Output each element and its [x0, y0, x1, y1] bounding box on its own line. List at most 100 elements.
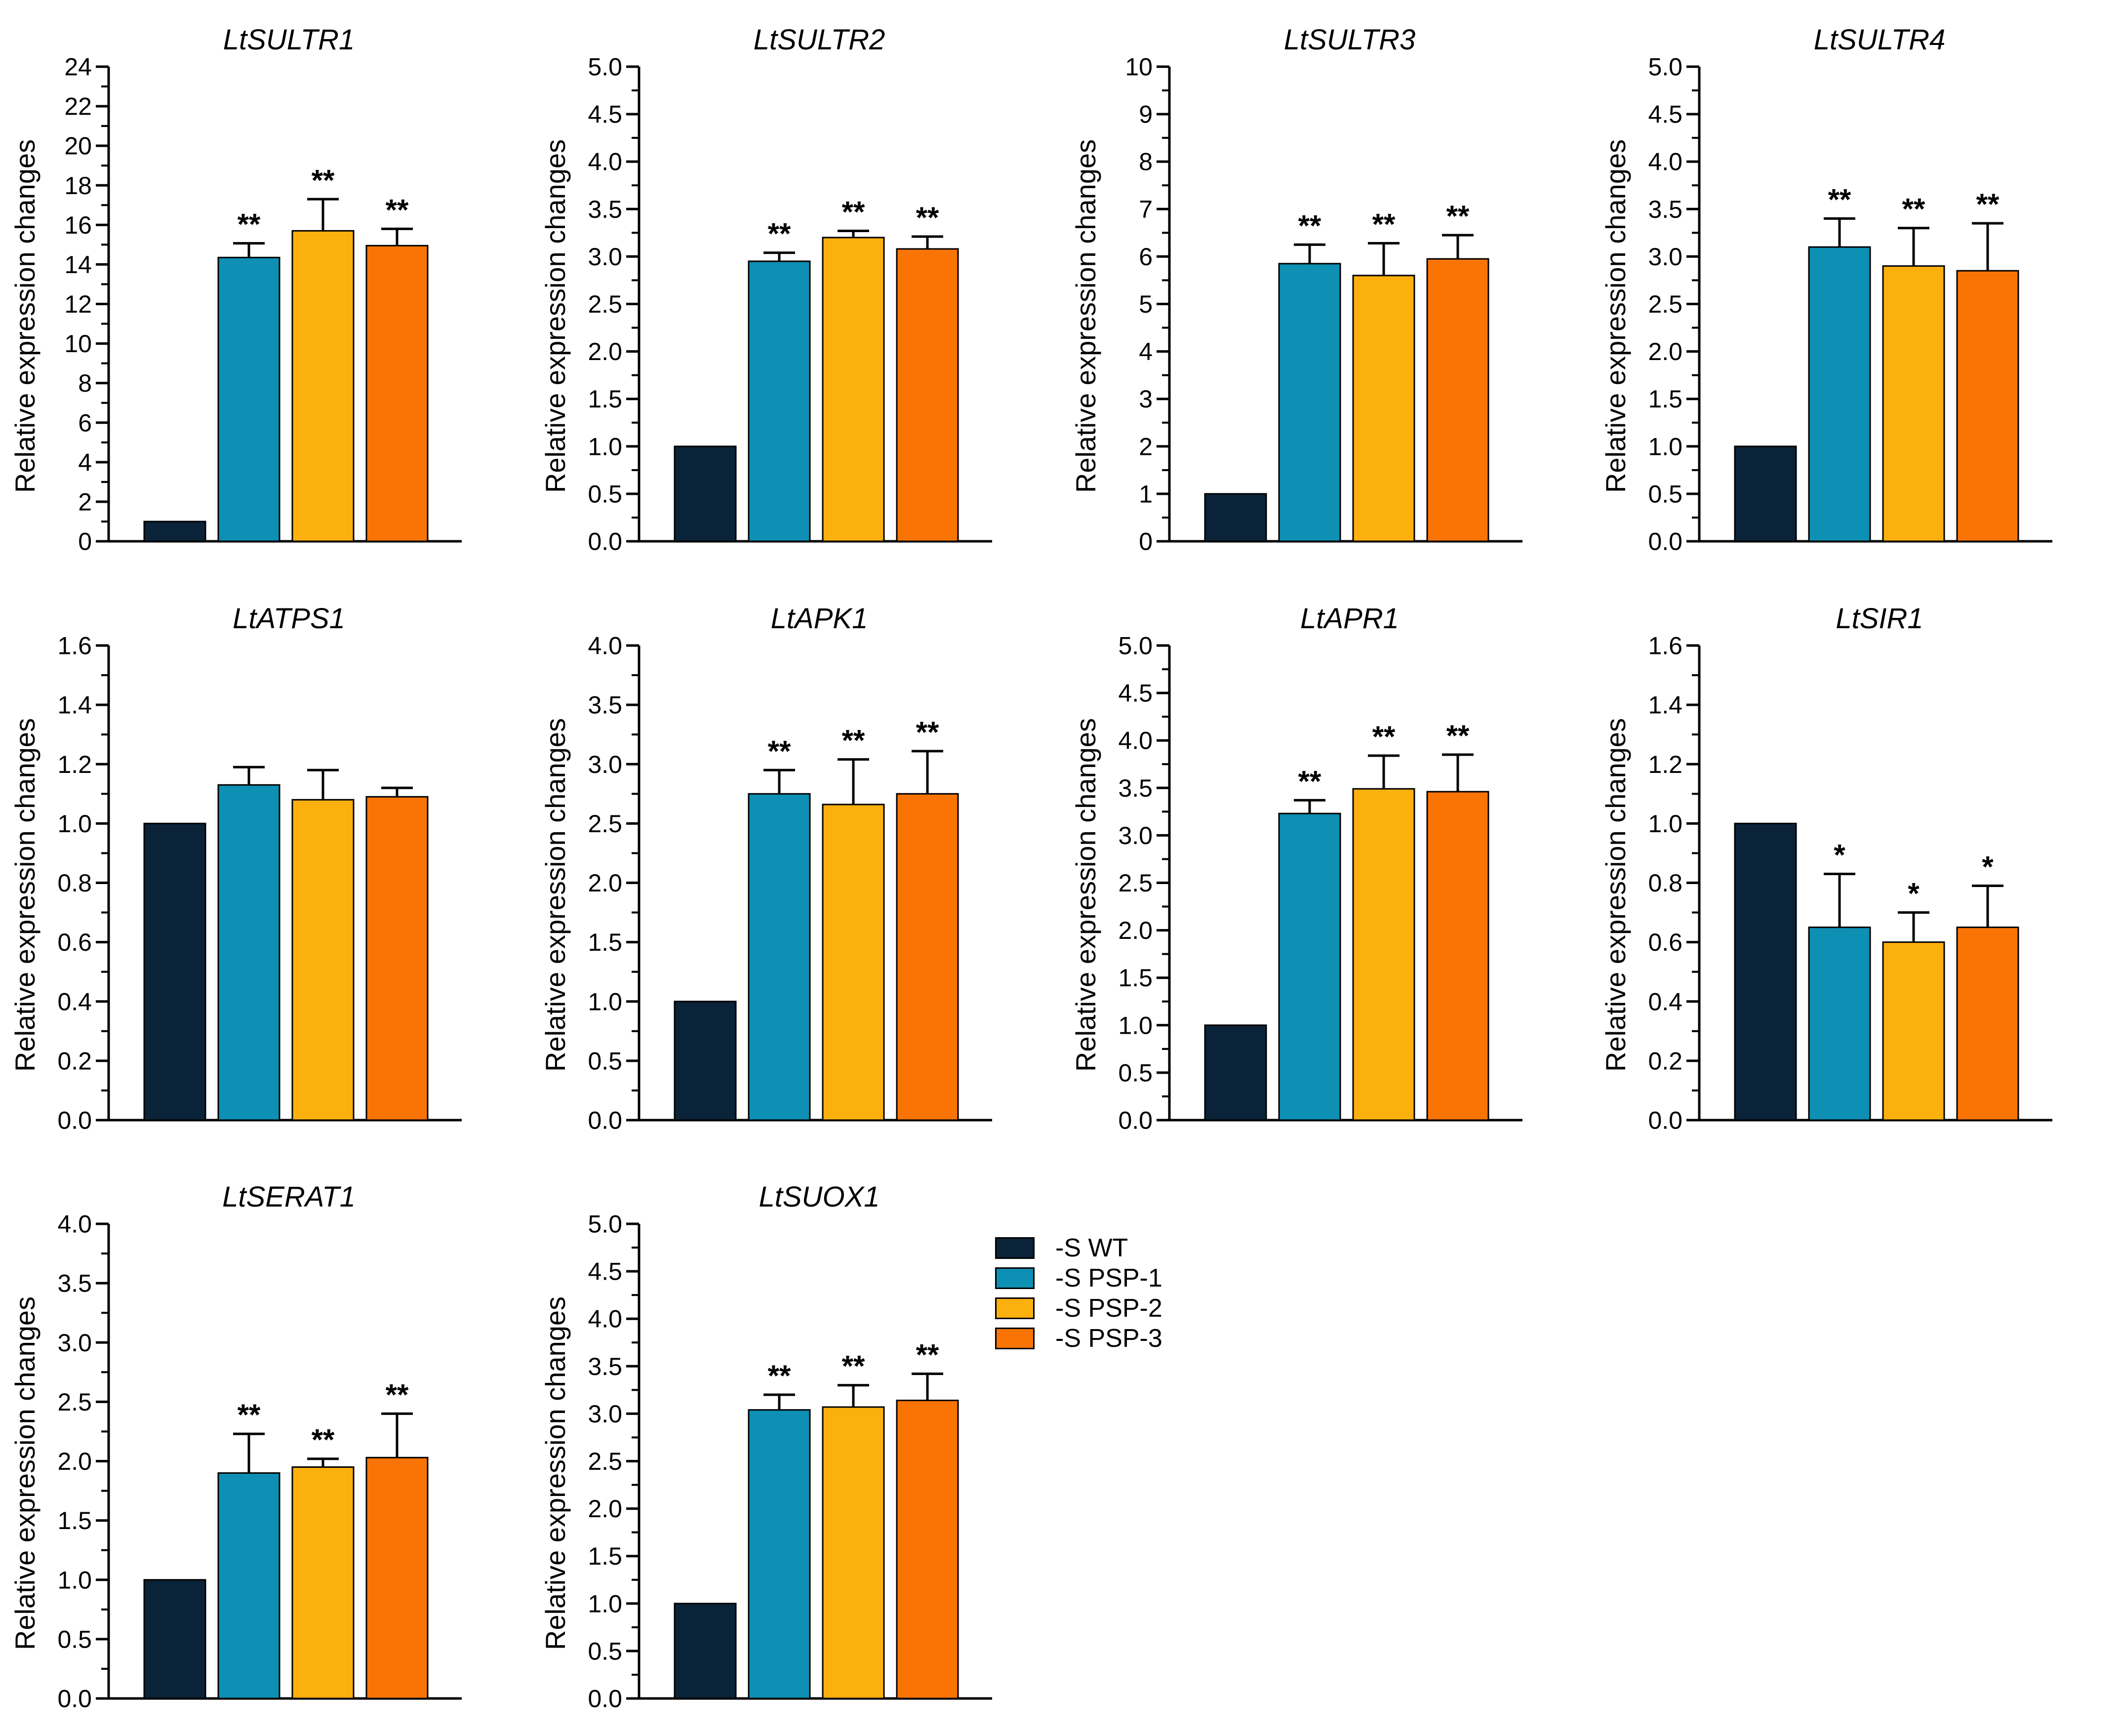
bar-psp-2 [822, 1406, 885, 1699]
chart-LtSUOX1: LtSUOX1 Relative expression changes 0.0 0.5… [540, 1181, 992, 1713]
y-axis-label: Relative expression changes [1600, 139, 1631, 493]
legend-item-psp2: -S PSP-2 [995, 1295, 1162, 1321]
significance-psp-1: ** [1298, 209, 1321, 242]
chart-title: LtAPK1 [770, 603, 868, 635]
y-tick-label: 4.0 [588, 148, 622, 176]
legend-label-psp1: -S PSP-1 [1055, 1264, 1162, 1292]
bar-psp-2 [1882, 941, 1945, 1121]
y-tick-label: 14 [64, 251, 92, 279]
y-tick-label: 3.0 [588, 243, 622, 271]
y-tick-label: 20 [64, 132, 92, 160]
significance-psp-2: ** [312, 163, 335, 197]
significance-psp-1: * [1834, 838, 1846, 871]
y-tick-label: 1.4 [1648, 691, 1683, 719]
bar-psp-2 [822, 804, 885, 1121]
y-tick-label: 1.0 [588, 988, 622, 1015]
y-tick-label: 0.0 [588, 1106, 622, 1134]
legend: -S WT -S PSP-1 -S PSP-2 -S PSP-3 [995, 1234, 1162, 1351]
significance-psp-2: ** [1902, 193, 1925, 226]
chart-title: LtSULTR1 [223, 24, 355, 56]
y-tick-label: 0.5 [588, 480, 622, 508]
chart-title: LtAPR1 [1300, 603, 1399, 635]
y-axis-label: Relative expression changes [9, 718, 40, 1072]
y-tick-label: 7 [1139, 196, 1153, 223]
y-tick-label: 2.0 [1648, 338, 1683, 365]
bar-psp-1 [748, 1409, 811, 1699]
y-tick-label: 2.5 [1118, 869, 1153, 897]
bar-psp-3 [365, 1457, 429, 1699]
bar-wt [1734, 445, 1797, 542]
y-tick-label: 3 [1139, 385, 1153, 413]
legend-item-psp1: -S PSP-1 [995, 1264, 1162, 1292]
y-tick-label: 0.8 [57, 869, 92, 897]
y-tick-label: 2.0 [588, 1495, 622, 1523]
bar-psp-3 [896, 1400, 959, 1699]
bar-psp-3 [365, 244, 429, 542]
significance-psp-3: ** [386, 193, 409, 226]
significance-psp-2: ** [1372, 207, 1395, 241]
significance-psp-3: ** [1976, 188, 2000, 221]
y-axis-label: Relative expression changes [1070, 718, 1101, 1072]
y-tick-label: 9 [1139, 101, 1153, 128]
significance-psp-2: ** [841, 724, 865, 757]
y-tick-label: 2.5 [588, 290, 622, 318]
y-tick-label: 3.5 [1118, 774, 1153, 802]
y-tick-label: 0 [78, 528, 92, 556]
legend-swatch-psp2 [995, 1297, 1035, 1319]
y-tick-label: 4.5 [588, 1258, 622, 1286]
y-tick-label: 3.5 [588, 1353, 622, 1380]
significance-psp-3: ** [386, 1378, 409, 1412]
y-tick-label: 1.5 [588, 1543, 622, 1571]
y-tick-label: 2.0 [1118, 917, 1153, 944]
y-tick-label: 1 [1139, 480, 1153, 508]
chart-title: LtSULTR4 [1814, 24, 1945, 56]
bar-psp-1 [748, 260, 811, 542]
y-tick-label: 18 [64, 172, 92, 200]
y-tick-label: 2.5 [588, 1448, 622, 1475]
significance-psp-1: ** [1828, 183, 1851, 216]
y-tick-label: 0.0 [1648, 1106, 1683, 1134]
y-axis-label: Relative expression changes [540, 1296, 571, 1650]
y-tick-label: 3.5 [588, 691, 622, 719]
significance-psp-1: ** [238, 208, 261, 241]
y-tick-label: 3.0 [57, 1329, 92, 1357]
bar-psp-1 [1278, 812, 1341, 1121]
legend-label-wt: -S WT [1055, 1234, 1128, 1262]
y-tick-label: 0.5 [588, 1638, 622, 1665]
y-tick-label: 0.0 [588, 528, 622, 556]
y-tick-label: 5.0 [1118, 632, 1153, 659]
significance-psp-1: ** [767, 217, 791, 250]
y-tick-label: 1.6 [1648, 632, 1683, 659]
y-tick-label: 3.5 [1648, 196, 1683, 223]
y-tick-label: 8 [78, 369, 92, 397]
y-tick-label: 0.0 [57, 1685, 92, 1713]
y-tick-label: 0.0 [1648, 528, 1683, 556]
bar-psp-1 [1808, 246, 1871, 542]
significance-psp-2: ** [312, 1423, 335, 1456]
bar-psp-1 [217, 256, 280, 542]
y-tick-label: 22 [64, 93, 92, 121]
y-tick-label: 1.0 [588, 433, 622, 460]
chart-title: LtSIR1 [1836, 603, 1923, 635]
significance-psp-2: ** [841, 196, 865, 229]
y-tick-label: 0.0 [57, 1106, 92, 1134]
y-tick-label: 1.2 [57, 750, 92, 778]
chart-LtSULTR3: LtSULTR3 Relative expression changes 0 1 2 3 4… [1070, 24, 1522, 556]
y-tick-label: 1.0 [1118, 1011, 1153, 1039]
chart-LtSIR1: LtSIR1 Relative expression changes 0.0 0.2 0… [1600, 603, 2053, 1134]
y-tick-label: 10 [64, 330, 92, 358]
y-tick-label: 0.8 [1648, 869, 1683, 897]
y-tick-label: 3.0 [588, 750, 622, 778]
bar-psp-3 [1956, 926, 2019, 1121]
y-tick-label: 4.5 [1648, 101, 1683, 128]
bar-psp-1 [217, 1472, 280, 1699]
y-tick-label: 5.0 [588, 53, 622, 81]
y-tick-label: 1.5 [1118, 964, 1153, 992]
y-tick-label: 1.0 [588, 1590, 622, 1618]
bar-psp-2 [291, 799, 355, 1121]
legend-swatch-wt [995, 1237, 1035, 1259]
bar-psp-3 [896, 793, 959, 1121]
chart-LtSERAT1: LtSERAT1 Relative expression changes 0.0 0.… [9, 1181, 462, 1713]
bar-wt [1204, 1024, 1267, 1121]
significance-psp-3: ** [1446, 719, 1469, 752]
